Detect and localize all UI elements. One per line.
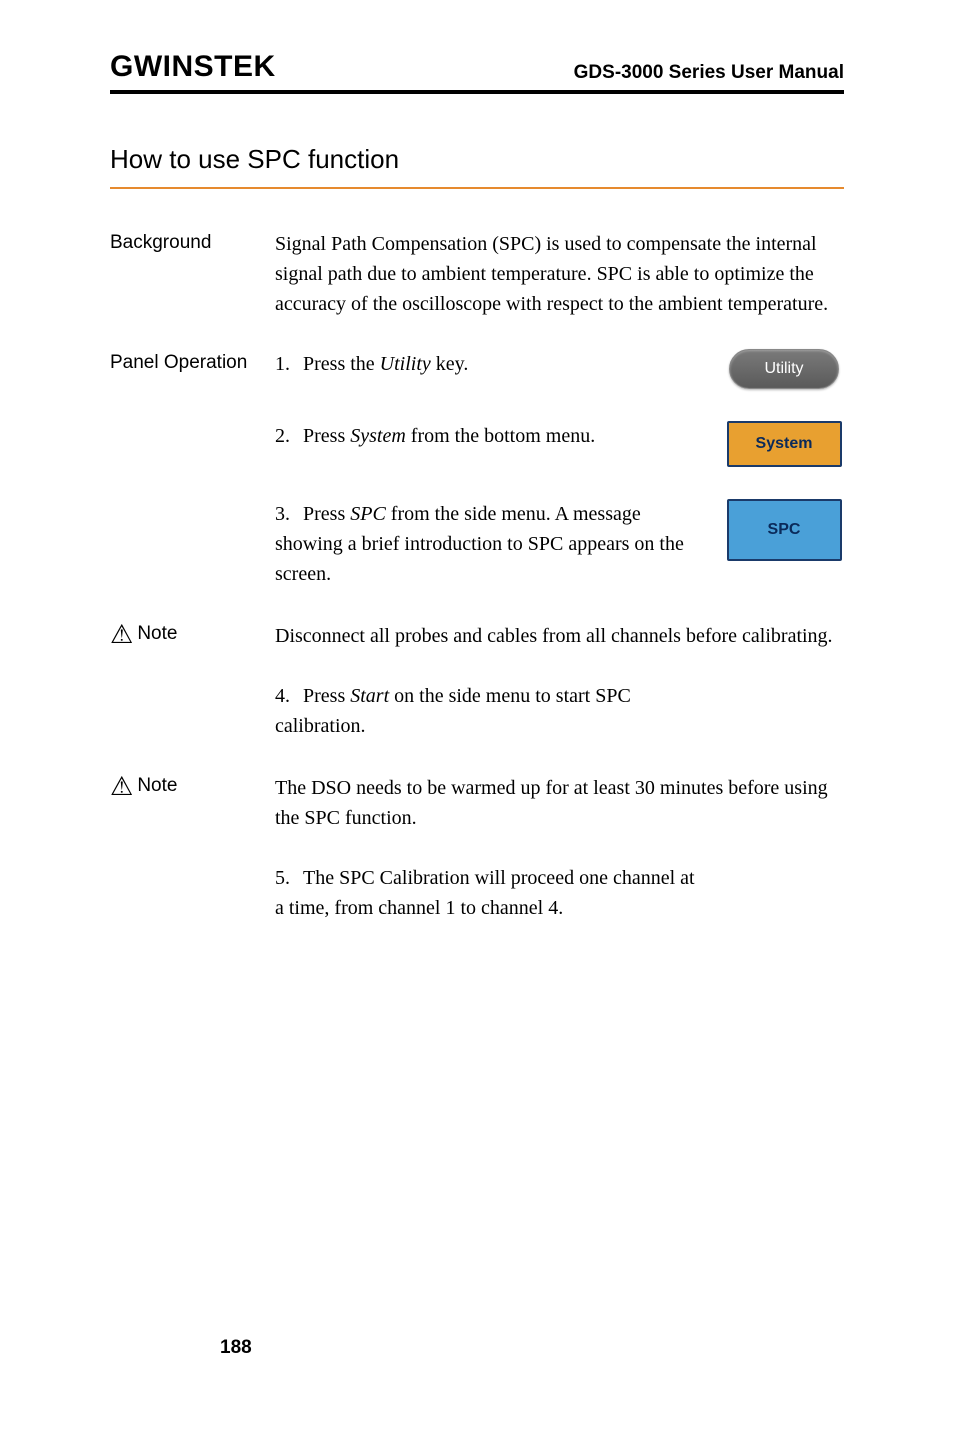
step-1-num: 1. <box>275 349 303 379</box>
note-1-row: ⚠Note Disconnect all probes and cables f… <box>110 621 844 651</box>
utility-button[interactable]: Utility <box>729 349 839 389</box>
background-text: Signal Path Compensation (SPC) is used t… <box>275 229 844 319</box>
warning-icon: ⚠ <box>110 773 133 799</box>
header-rule <box>110 90 844 94</box>
section-rule <box>110 187 844 189</box>
step-2-button-col: System <box>724 421 844 467</box>
step-3-button-col: SPC <box>724 499 844 561</box>
note-1-text: Disconnect all probes and cables from al… <box>275 621 844 651</box>
step-2-text: 2.Press System from the bottom menu. <box>275 421 724 451</box>
note-2-text: The DSO needs to be warmed up for at lea… <box>275 773 844 833</box>
step-4-wrap: 4.Press Start on the side menu to start … <box>110 681 844 773</box>
step-1-button-col: Utility <box>724 349 844 389</box>
steps-container: 1.Press the Utility key. Utility 2.Press… <box>275 349 844 621</box>
note-2-label: ⚠Note <box>110 773 275 799</box>
note-2-row: ⚠Note The DSO needs to be warmed up for … <box>110 773 844 833</box>
page-number: 188 <box>220 1337 252 1359</box>
panel-op-row: Panel Operation 1.Press the Utility key.… <box>110 349 844 621</box>
background-label: Background <box>110 229 275 258</box>
warning-icon: ⚠ <box>110 621 133 647</box>
step-4-num: 4. <box>275 681 303 711</box>
step-2: 2.Press System from the bottom menu. Sys… <box>275 421 844 467</box>
step-5: 5.The SPC Calibration will proceed one c… <box>275 863 844 923</box>
step-1: 1.Press the Utility key. Utility <box>275 349 844 389</box>
brand-logo: GWINSTEK <box>110 50 276 84</box>
manual-title: GDS-3000 Series User Manual <box>574 62 844 84</box>
page-header: GWINSTEK GDS-3000 Series User Manual <box>110 50 844 84</box>
step-3-num: 3. <box>275 499 303 529</box>
panel-op-label: Panel Operation <box>110 349 275 378</box>
system-button[interactable]: System <box>727 421 842 467</box>
step-1-text: 1.Press the Utility key. <box>275 349 724 379</box>
step-4: 4.Press Start on the side menu to start … <box>275 681 844 741</box>
section-title: How to use SPC function <box>110 144 844 175</box>
step-4-text: 4.Press Start on the side menu to start … <box>275 681 724 741</box>
step-3: 3.Press SPC from the side menu. A messag… <box>275 499 844 589</box>
spc-button[interactable]: SPC <box>727 499 842 561</box>
step-5-text: 5.The SPC Calibration will proceed one c… <box>275 863 724 923</box>
step-3-text: 3.Press SPC from the side menu. A messag… <box>275 499 724 589</box>
note-1-label: ⚠Note <box>110 621 275 647</box>
step-5-num: 5. <box>275 863 303 893</box>
background-row: Background Signal Path Compensation (SPC… <box>110 229 844 319</box>
step-2-num: 2. <box>275 421 303 451</box>
step-5-wrap: 5.The SPC Calibration will proceed one c… <box>110 863 844 923</box>
